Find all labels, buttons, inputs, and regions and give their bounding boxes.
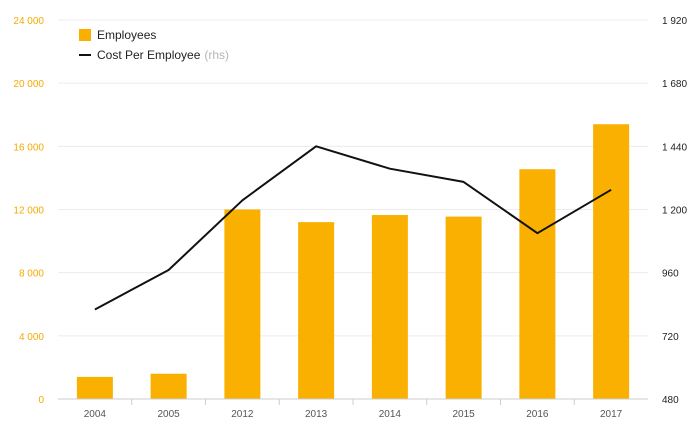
- x-axis-tick-label: 2015: [453, 409, 476, 420]
- x-axis-tick-label: 2017: [600, 409, 623, 420]
- employees-bar: [76, 376, 113, 399]
- employees-bar: [371, 215, 408, 399]
- left-axis-tick-label: 8 000: [19, 269, 44, 280]
- employees-bar: [224, 209, 261, 399]
- employees-bar: [519, 169, 556, 399]
- left-axis-tick-label: 4 000: [19, 332, 44, 343]
- left-axis-tick-label: 20 000: [13, 79, 44, 90]
- legend: Employees Cost Per Employee (rhs): [79, 28, 229, 62]
- svg-text:Cost Per Employee(rhs): Cost Per Employee (rhs): [97, 48, 229, 62]
- x-axis-tick-label: 2013: [305, 409, 328, 420]
- left-axis-labels: 0 4 000 8 000 12 000 16 000 20 000 24 000: [13, 16, 44, 406]
- x-axis-tick-label: 2016: [526, 409, 549, 420]
- legend-label-employees: Employees: [97, 28, 156, 42]
- right-axis-tick-label: 1 200: [662, 206, 687, 217]
- left-axis-tick-label: 0: [38, 395, 44, 406]
- right-axis-tick-label: 960: [662, 269, 679, 280]
- left-axis-tick-label: 24 000: [13, 16, 44, 27]
- x-axis-ticks: 2004 2005 2012 2013 2014 2015 2016 2017: [84, 399, 623, 420]
- gridlines: [58, 19, 648, 337]
- right-axis-tick-label: 1 920: [662, 16, 687, 27]
- right-axis-tick-label: 1 680: [662, 79, 687, 90]
- left-axis-tick-label: 16 000: [13, 142, 44, 153]
- right-axis-labels: 480 720 960 1 200 1 440 1 680 1 920: [662, 16, 687, 406]
- right-axis-tick-label: 720: [662, 332, 679, 343]
- right-axis-tick-label: 480: [662, 395, 679, 406]
- right-axis-tick-label: 1 440: [662, 142, 687, 153]
- employees-bar: [298, 222, 335, 399]
- x-axis-tick-label: 2012: [231, 409, 254, 420]
- legend-swatch-employees: [79, 29, 91, 41]
- x-axis-tick-label: 2004: [84, 409, 107, 420]
- cost-per-employee-line: [94, 145, 612, 311]
- legend-label-rhs: (rhs): [204, 48, 229, 62]
- legend-label-cost: Cost Per Employee: [97, 48, 201, 62]
- x-axis-tick-label: 2005: [158, 409, 181, 420]
- employees-bar: [445, 216, 482, 399]
- left-axis-tick-label: 12 000: [13, 206, 44, 217]
- employees-bar: [593, 124, 630, 399]
- x-axis-tick-label: 2014: [379, 409, 402, 420]
- employees-bars: [76, 124, 630, 399]
- employees-bar: [150, 373, 187, 399]
